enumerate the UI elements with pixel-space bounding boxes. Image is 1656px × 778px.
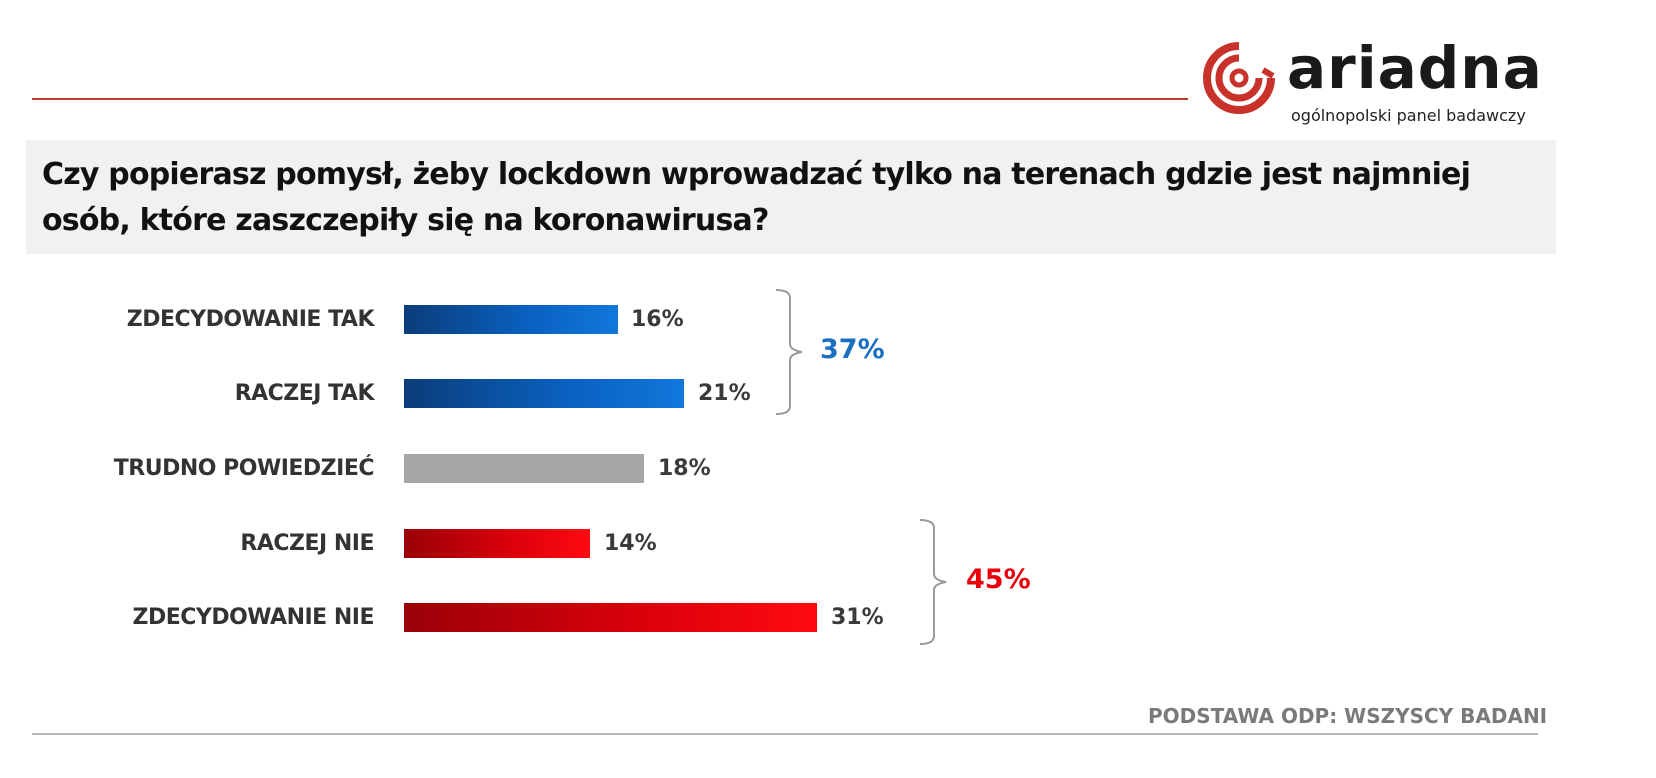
value-label: 16% xyxy=(631,307,684,332)
brand-name: ariadna xyxy=(1287,34,1543,102)
question-banner: Czy popierasz pomysł, żeby lockdown wpro… xyxy=(26,140,1556,254)
net-no-total: 45% xyxy=(966,564,1031,595)
footer-rule xyxy=(32,733,1538,735)
brand-logo: ariadna ogólnopolski panel badawczy xyxy=(1203,34,1553,130)
bar-raczej-nie xyxy=(404,529,590,558)
bar-trudno-powiedziec xyxy=(404,454,644,483)
brace-no-icon xyxy=(919,519,947,645)
base-note: PODSTAWA ODP: WSZYSCY BADANI xyxy=(1148,704,1548,728)
category-label: ZDECYDOWANIE NIE xyxy=(132,605,375,630)
question-title: Czy popierasz pomysł, żeby lockdown wpro… xyxy=(42,157,1471,238)
category-label: RACZEJ NIE xyxy=(240,531,374,556)
brand-tagline: ogólnopolski panel badawczy xyxy=(1291,106,1526,125)
category-label: TRUDNO POWIEDZIEĆ xyxy=(113,456,375,481)
value-label: 31% xyxy=(831,605,884,630)
bar-raczej-tak xyxy=(404,379,684,408)
category-label: ZDECYDOWANIE TAK xyxy=(126,307,375,332)
bar-zdecydowanie-tak xyxy=(404,305,618,334)
category-label: RACZEJ TAK xyxy=(234,381,375,406)
value-label: 21% xyxy=(698,381,751,406)
value-label: 18% xyxy=(658,456,711,481)
ariadna-logo-icon xyxy=(1203,42,1275,114)
header-rule xyxy=(32,98,1188,100)
brace-yes-icon xyxy=(775,289,803,415)
value-label: 14% xyxy=(604,531,657,556)
bar-zdecydowanie-nie xyxy=(404,603,817,632)
net-yes-total: 37% xyxy=(820,334,885,365)
